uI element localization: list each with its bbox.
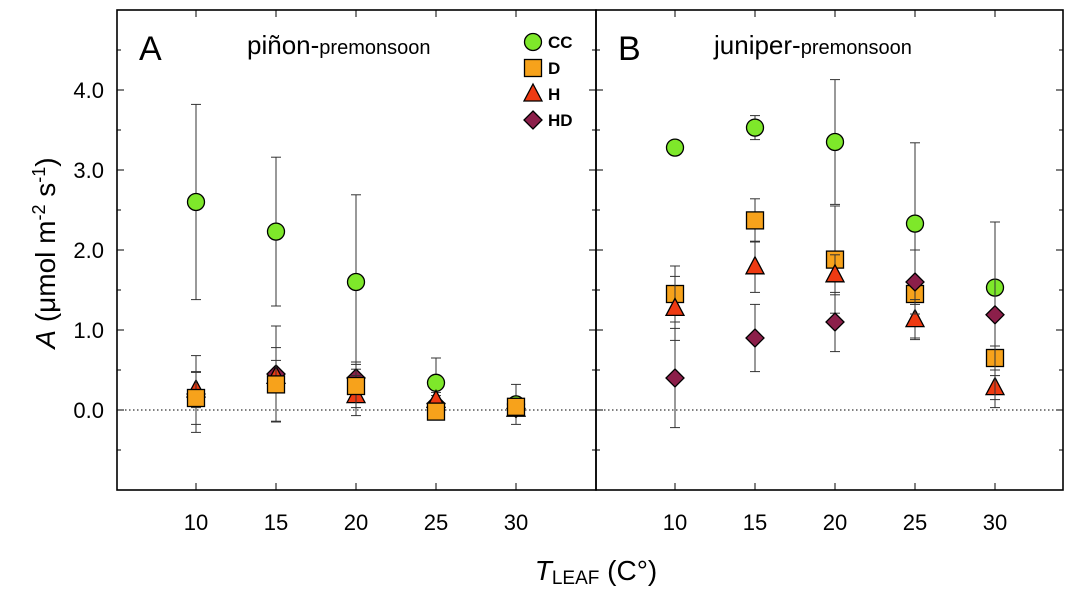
x-tick-label: 20 <box>823 510 847 535</box>
data-point <box>346 376 366 396</box>
legend-label: HD <box>548 111 573 130</box>
x-tick-label: 15 <box>264 510 288 535</box>
data-point <box>985 304 1005 325</box>
legend-marker <box>522 82 544 102</box>
x-tick-label: 25 <box>424 510 448 535</box>
data-point <box>905 214 925 233</box>
data-point <box>904 308 926 328</box>
data-point <box>905 272 925 292</box>
y-axis-title: A (μmol m-2 s-1) <box>29 157 61 350</box>
data-point <box>665 368 685 388</box>
y-tick-labels: 0.0 1.0 2.0 3.0 4.0 <box>73 78 104 423</box>
y-tick-label: 1.0 <box>73 318 104 343</box>
series-d <box>186 347 526 425</box>
data-point <box>266 375 286 394</box>
x-tick-label: 15 <box>743 510 767 535</box>
data-point <box>426 373 446 392</box>
data-point <box>186 192 206 212</box>
x-tick-label: 30 <box>504 510 528 535</box>
series-hd <box>665 221 1005 429</box>
data-point <box>266 222 286 241</box>
data-point <box>824 263 846 283</box>
y-tick-label: 0.0 <box>73 398 104 423</box>
panel-title: piñon-premonsoon <box>247 30 430 60</box>
data-point <box>664 297 686 317</box>
legend-marker <box>523 32 543 52</box>
panel-letter: A <box>139 30 162 68</box>
x-tick-label: 30 <box>983 510 1007 535</box>
y-tick-label: 4.0 <box>73 78 104 103</box>
data-point <box>665 138 685 157</box>
x-tick-label: 20 <box>344 510 368 535</box>
panel-title: juniper-premonsoon <box>713 30 912 60</box>
panel-b: 10 15 20 25 30 B juniper-premonsoon <box>595 9 1064 535</box>
x-tick-label: 10 <box>663 510 687 535</box>
data-point <box>744 255 766 275</box>
data-point <box>506 397 526 416</box>
legend-label: D <box>548 59 560 78</box>
x-axis-title: TLEAF (C°) <box>535 555 658 589</box>
data-point <box>825 132 845 152</box>
legend-marker <box>523 58 543 78</box>
data-point <box>745 118 765 137</box>
legend-marker <box>523 110 543 130</box>
x-tick-label: 10 <box>184 510 208 535</box>
y-tick-label: 3.0 <box>73 158 104 183</box>
panel-letter: B <box>618 30 641 68</box>
legend-label: CC <box>548 33 573 52</box>
data-point <box>745 211 765 230</box>
y-tick-label: 2.0 <box>73 238 104 263</box>
data-point <box>745 328 765 348</box>
data-point <box>186 388 206 408</box>
x-tick-label: 25 <box>903 510 927 535</box>
data-point <box>426 402 446 421</box>
series-h <box>664 240 1006 401</box>
plot-frame <box>595 9 1064 491</box>
data-point <box>346 272 366 292</box>
legend-label: H <box>548 85 560 104</box>
legend: CC DH HD <box>522 32 573 130</box>
panel-a: 10 15 20 25 30 A piñon-premonsoon <box>116 9 597 535</box>
data-point <box>825 312 845 332</box>
